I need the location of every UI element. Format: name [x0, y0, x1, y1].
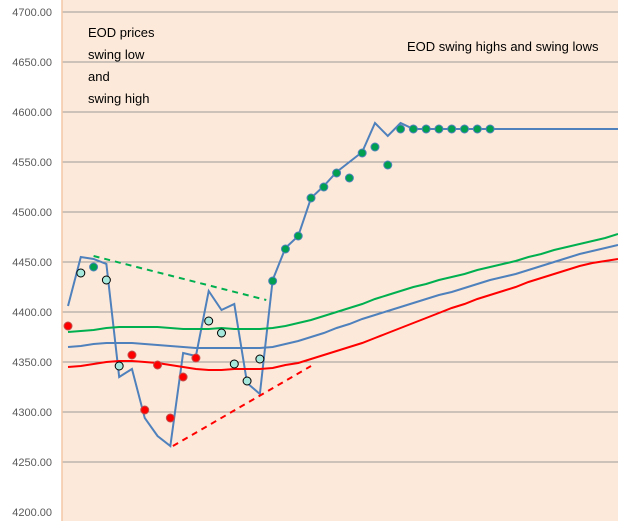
swing-point: [127, 350, 137, 360]
trend-line-5: [172, 365, 312, 447]
swing-point: [153, 360, 163, 370]
swing-point: [255, 354, 265, 364]
y-tick-label: 4600.00: [12, 107, 52, 119]
swing-point: [421, 124, 431, 134]
swing-point: [140, 405, 150, 415]
swing-point: [447, 124, 457, 134]
swing-point: [472, 124, 482, 134]
swing-point: [332, 168, 342, 178]
swing-point: [242, 376, 252, 386]
y-tick-label: 4350.00: [12, 357, 52, 369]
annotation-text: EOD prices: [88, 25, 155, 40]
swing-point: [165, 413, 175, 423]
y-tick-label: 4400.00: [12, 307, 52, 319]
annotation-text: EOD swing highs and swing lows: [407, 39, 599, 54]
y-tick-label: 4300.00: [12, 407, 52, 419]
annotation-text: swing low: [88, 47, 145, 62]
swing-point: [89, 262, 99, 272]
swing-point: [178, 372, 188, 382]
annotation-text: swing high: [88, 91, 149, 106]
y-tick-label: 4700.00: [12, 7, 52, 19]
swing-point: [191, 353, 201, 363]
swing-point: [370, 142, 380, 152]
series-line-2: [67, 244, 618, 349]
swing-point: [396, 124, 406, 134]
swing-point: [293, 231, 303, 241]
swing-point: [216, 328, 226, 338]
swing-point: [357, 148, 367, 158]
annotation-text: and: [88, 69, 110, 84]
trend-line-4: [93, 255, 267, 301]
y-tick-label: 4650.00: [12, 57, 52, 69]
swing-point: [485, 124, 495, 134]
plot-area: [62, 0, 618, 521]
swing-point: [344, 173, 354, 183]
swing-point: [280, 244, 290, 254]
swing-point: [268, 276, 278, 286]
swing-point: [319, 182, 329, 192]
swing-point: [434, 124, 444, 134]
swing-point: [408, 124, 418, 134]
swing-point: [114, 361, 124, 371]
swing-point: [383, 160, 393, 170]
y-tick-label: 4250.00: [12, 457, 52, 469]
swing-point: [101, 275, 111, 285]
y-tick-label: 4500.00: [12, 207, 52, 219]
swing-point: [306, 193, 316, 203]
swing-point: [460, 124, 470, 134]
swing-point: [204, 316, 214, 326]
y-tick-label: 4550.00: [12, 157, 52, 169]
swing-point: [229, 359, 239, 369]
series-line-0: [67, 121, 618, 448]
series-line-1: [67, 233, 618, 333]
swing-point: [63, 321, 73, 331]
y-tick-label: 4450.00: [12, 257, 52, 269]
swing-point: [76, 268, 86, 278]
y-tick-label: 4200.00: [12, 507, 52, 519]
